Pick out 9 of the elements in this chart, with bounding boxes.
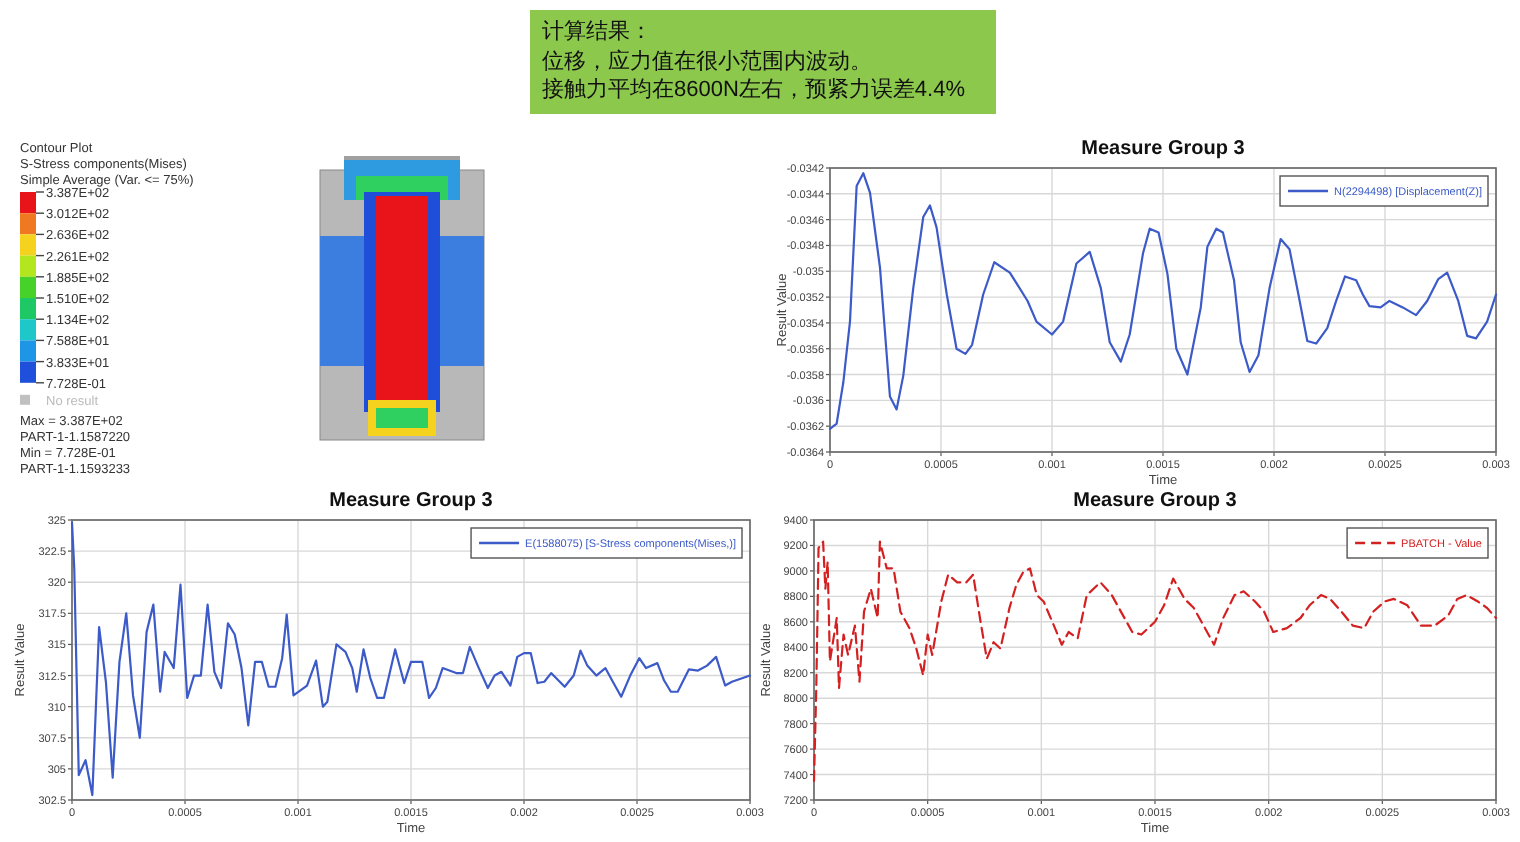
text: 接触力平均在8600N左右，预紧力误差4.4% <box>542 76 966 102</box>
chart-title: Measure Group 3 <box>1081 138 1246 160</box>
line-series <box>828 172 1498 430</box>
text: 计算结果： <box>542 18 652 44</box>
line-series <box>70 521 752 797</box>
text: 位移，应力值在很小范围内波动。 <box>542 48 872 74</box>
chart-title: Measure Group 3 <box>1073 490 1238 512</box>
chart-title: Measure Group 3 <box>329 490 494 512</box>
line-series <box>812 540 1498 782</box>
